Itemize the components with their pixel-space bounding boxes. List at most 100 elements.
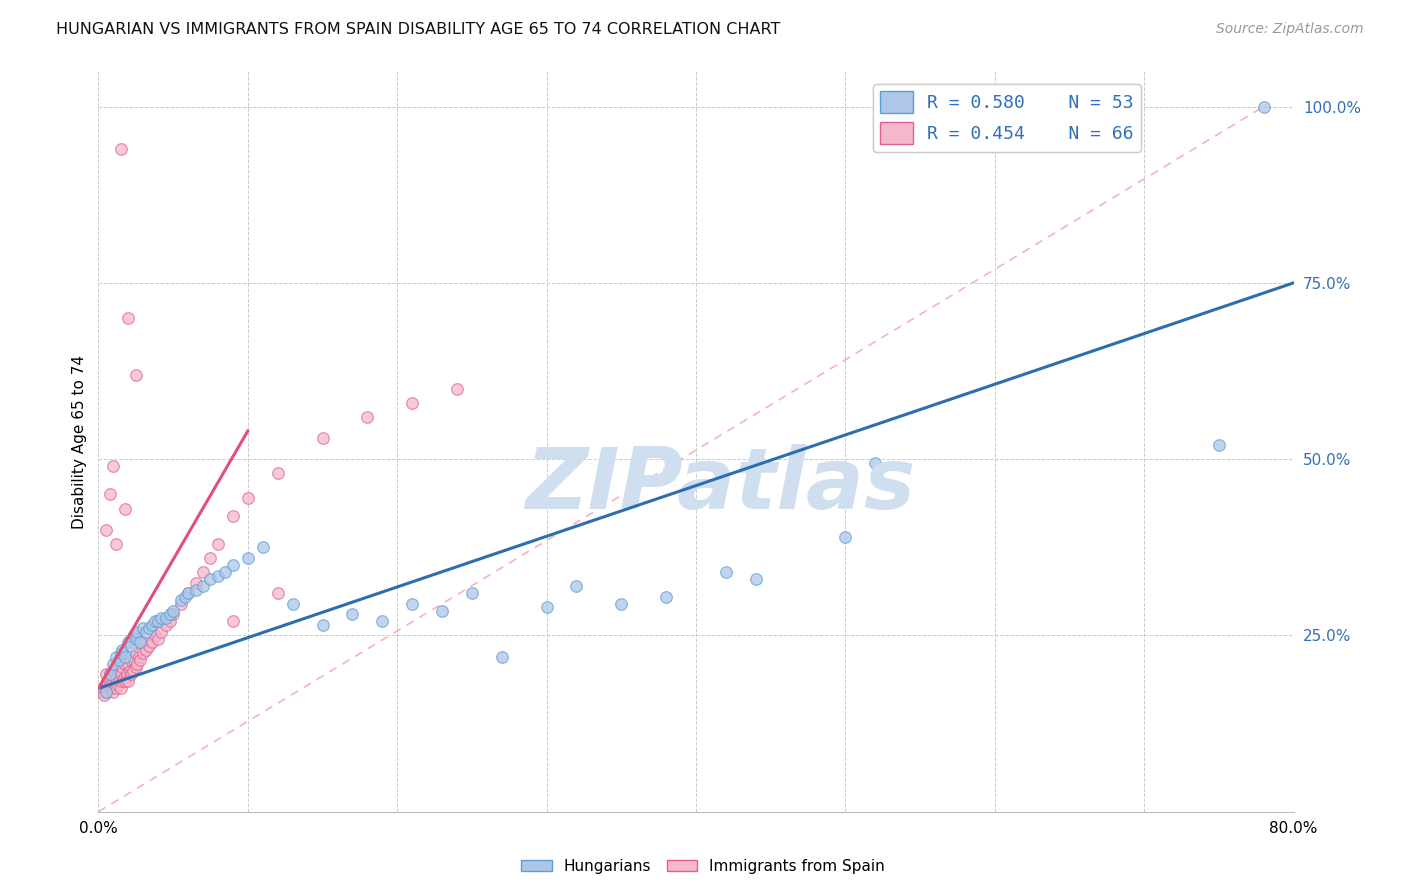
Point (128, 649, 150, 664)
Point (120, 667, 142, 681)
Point (110, 667, 132, 681)
Point (97, 681, 120, 696)
Point (103, 685, 125, 699)
Point (200, 550, 222, 565)
Point (124, 653, 146, 667)
Point (94, 685, 117, 699)
Point (114, 674, 136, 689)
Point (107, 664, 129, 678)
Point (94, 667, 117, 681)
Point (117, 674, 139, 689)
Point (118, 664, 141, 678)
Point (129, 635, 152, 649)
Point (125, 646, 148, 660)
Point (114, 657, 136, 671)
Point (207, 537, 229, 551)
Point (115, 667, 138, 681)
Point (222, 615, 245, 629)
Point (108, 674, 131, 689)
Point (267, 586, 290, 600)
Point (159, 607, 181, 622)
Point (148, 632, 170, 646)
Point (143, 615, 166, 629)
Point (311, 431, 333, 445)
Point (94, 523, 117, 537)
Point (103, 459, 125, 474)
Point (98, 678, 122, 692)
Point (124, 628, 146, 642)
Point (162, 604, 184, 618)
Point (200, 572, 222, 586)
Point (177, 586, 200, 600)
Text: Source: ZipAtlas.com: Source: ZipAtlas.com (1216, 22, 1364, 37)
Point (184, 582, 207, 597)
Point (159, 615, 181, 629)
Point (184, 575, 207, 590)
Point (101, 681, 124, 696)
Point (342, 607, 364, 622)
Point (207, 568, 229, 582)
Point (155, 611, 177, 625)
Y-axis label: Disability Age 65 to 74: Disability Age 65 to 74 (72, 354, 87, 529)
Point (125, 660, 148, 674)
Point (97, 671, 120, 685)
Point (114, 649, 136, 664)
Point (98, 667, 122, 681)
Point (138, 621, 160, 635)
Point (112, 671, 135, 685)
Point (96, 685, 118, 699)
Point (191, 565, 214, 579)
Point (177, 586, 200, 600)
Point (114, 501, 136, 516)
Point (1253, 100, 1275, 114)
Point (865, 456, 887, 470)
Point (105, 671, 128, 685)
Point (655, 590, 678, 604)
Point (103, 657, 125, 671)
Point (236, 491, 259, 505)
Point (169, 593, 191, 607)
Point (132, 635, 155, 649)
Point (125, 368, 148, 382)
Point (162, 607, 184, 622)
Point (565, 579, 588, 593)
Point (222, 558, 245, 572)
Point (141, 635, 163, 649)
Point (120, 653, 142, 667)
Point (110, 681, 132, 696)
Point (135, 624, 157, 639)
Text: ZIPatlas: ZIPatlas (524, 444, 915, 527)
Point (111, 674, 134, 689)
Point (430, 604, 453, 618)
Point (446, 382, 468, 396)
Point (745, 572, 768, 586)
Point (401, 396, 423, 410)
Point (105, 649, 128, 664)
Point (150, 624, 173, 639)
Point (1208, 438, 1230, 452)
Point (491, 649, 513, 664)
Point (98, 667, 122, 681)
Point (148, 615, 170, 629)
Point (120, 639, 142, 653)
Point (834, 530, 856, 544)
Point (371, 615, 394, 629)
Point (127, 657, 149, 671)
Point (111, 642, 134, 657)
Point (103, 664, 125, 678)
Point (143, 628, 166, 642)
Point (356, 409, 378, 424)
Point (117, 657, 139, 671)
Point (125, 632, 148, 646)
Point (222, 508, 245, 523)
Point (132, 646, 155, 660)
Point (461, 586, 484, 600)
Point (107, 678, 129, 692)
Point (132, 621, 155, 635)
Point (169, 597, 191, 611)
Point (104, 667, 127, 681)
Point (121, 664, 143, 678)
Point (401, 597, 423, 611)
Point (96, 674, 118, 689)
Point (155, 618, 177, 632)
